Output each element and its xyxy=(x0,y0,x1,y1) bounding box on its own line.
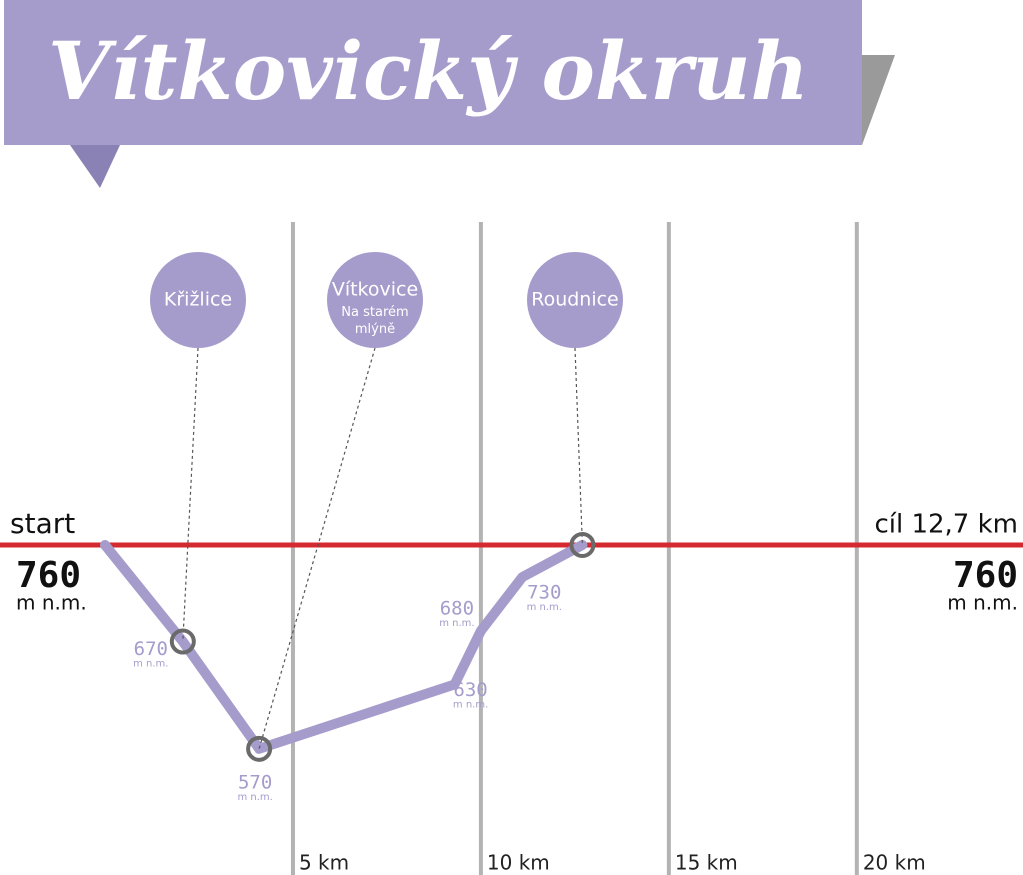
value-unit: m n.m. xyxy=(439,618,474,629)
value-label: 680 xyxy=(440,597,474,619)
stop-name: Roudnice xyxy=(531,289,619,311)
banner xyxy=(4,0,862,145)
finish-elevation: 760 xyxy=(953,555,1018,596)
value-unit: m n.m. xyxy=(453,699,488,710)
stop-leader xyxy=(258,347,376,749)
x-tick-label: 10 km xyxy=(487,851,550,875)
stop-marker xyxy=(569,531,596,558)
value-unit: m n.m. xyxy=(237,792,272,803)
value-unit: m n.m. xyxy=(527,602,562,613)
stop-bubble xyxy=(327,252,423,348)
x-tick-label: 15 km xyxy=(675,851,738,875)
chart-title: Vítkovický okruh xyxy=(48,24,809,118)
finish-unit: m n.m. xyxy=(947,591,1018,615)
elevation-line xyxy=(100,539,588,754)
start-elevation: 760 xyxy=(16,555,81,596)
banner-shadow xyxy=(862,55,895,145)
stop-subtitle: Na starém mlýně xyxy=(341,305,408,337)
x-tick-label: 20 km xyxy=(863,851,926,875)
value-label: 670 xyxy=(134,638,168,660)
stop-marker xyxy=(169,628,196,655)
stop-leader xyxy=(182,347,199,642)
value-label: 730 xyxy=(527,582,561,604)
stop-name: Křižlice xyxy=(164,289,232,311)
stop-marker xyxy=(246,735,273,762)
value-unit: m n.m. xyxy=(133,659,168,670)
stop-leader xyxy=(574,347,584,545)
stop-bubble xyxy=(527,252,623,348)
stop-bubble xyxy=(150,252,246,348)
start-label: start xyxy=(10,507,75,540)
value-label: 630 xyxy=(453,679,487,701)
x-tick-label: 5 km xyxy=(299,851,349,875)
finish-label: cíl 12,7 km xyxy=(874,510,1018,540)
start-unit: m n.m. xyxy=(16,591,87,615)
stop-name: Vítkovice xyxy=(332,279,418,301)
banner-pointer xyxy=(70,145,120,188)
value-label: 570 xyxy=(238,771,272,793)
